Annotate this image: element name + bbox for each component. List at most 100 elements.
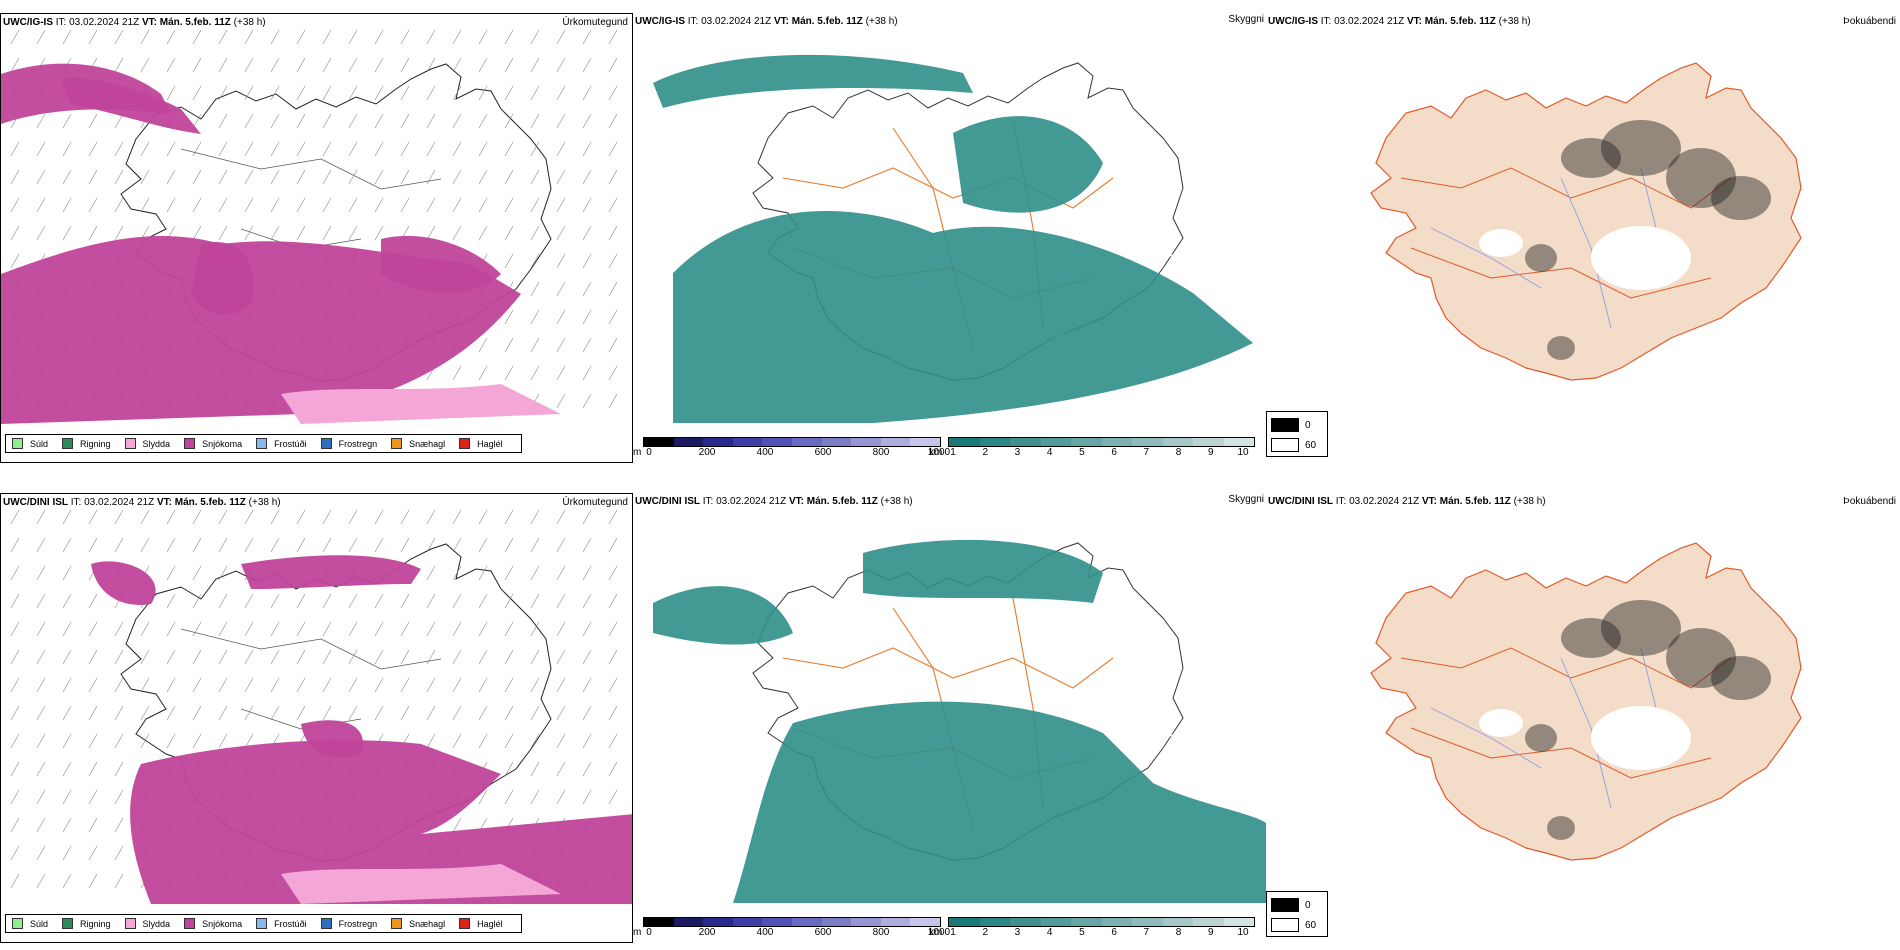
km-tick: 10 [1237,447,1249,458]
wind-barb [322,509,332,525]
wind-barb [608,593,618,609]
wind-barb [608,733,618,749]
sleet-area [281,384,561,424]
wind-barb [36,169,46,185]
vt-label: VT: [1421,496,1437,507]
km-tick: 6 [1111,927,1117,938]
wind-barb [192,733,202,749]
m-tick: 0 [646,447,652,458]
wind-barb [504,733,514,749]
wind-barb [478,621,488,637]
wind-barb [114,705,124,721]
it-value: 03.02.2024 21Z [701,16,772,27]
wind-barb [114,621,124,637]
model-name: UWC/DINI ISL [1268,496,1333,507]
m-tick: 1000 [927,927,951,938]
it-value: 03.02.2024 21Z [1334,16,1405,27]
wind-barb [166,565,176,581]
wind-barb [36,817,46,833]
wind-barb [322,85,332,101]
km-tick: 3 [1014,927,1021,938]
colorbar-m [643,917,941,927]
km-tick: 6 [1111,447,1117,458]
wind-barb [88,621,98,637]
wind-barb [608,565,618,581]
wind-barb [478,537,488,553]
wind-barb [530,197,540,213]
wind-barb [582,309,592,325]
visibility-point-label: 236 [1243,780,1258,790]
wind-barb [88,817,98,833]
wind-barb [114,789,124,805]
panel-label: Þokuábendi [1843,496,1896,507]
legend-label: Slydda [142,438,171,449]
visibility-point-label: 195 [1097,206,1112,216]
wind-barb [166,509,176,525]
km-tick: 4 [1046,447,1053,458]
wind-barb [426,225,436,241]
wind-barb [348,649,358,665]
fog-scale-bottom: 60 [1305,439,1317,451]
fog-index-area [1601,120,1681,176]
wind-barb [296,141,306,157]
wind-barb [322,537,332,553]
vt-value: Mán. 5.feb. 11Z [1439,496,1511,507]
wind-barb [478,733,488,749]
snow-area [1,235,521,424]
wind-barb [62,677,72,693]
wind-barb [478,29,488,45]
it-label: IT: [702,496,714,507]
wind-barb [608,57,618,73]
snow-area [191,242,254,315]
wind-barb [166,141,176,157]
wind-barb [400,509,410,525]
wind-barb [452,537,462,553]
km-tick: 9 [1207,447,1214,458]
wind-barb [270,141,280,157]
legend-item: Snæhagl [391,918,445,929]
panel-title: UWC/IG-IS IT: 03.02.2024 21Z VT: Mán. 5.… [635,16,898,27]
wind-barb [10,565,20,581]
wind-barb [140,537,150,553]
wind-barb [374,649,384,665]
wind-barb [88,141,98,157]
wind-barb [530,565,540,581]
wind-barb [296,225,306,241]
wind-barb [270,225,280,241]
wind-barb [504,309,514,325]
wind-barb [374,677,384,693]
wind-barb [556,141,566,157]
legend-swatch [124,438,136,449]
wind-barb [218,537,228,553]
wind-barb [530,365,540,381]
wind-barb [530,141,540,157]
visibility-point-label: 632 [1258,355,1266,365]
wind-barb [270,621,280,637]
km-tick: 2 [982,447,988,458]
legend-swatch [320,438,332,449]
wind-barb [62,845,72,861]
wind-barb [88,649,98,665]
panel-label: Úrkomutegund [562,17,628,28]
legend-label: Slydda [142,918,171,929]
wind-barb [166,85,176,101]
wind-barb [504,141,514,157]
wind-barb [166,197,176,213]
fog-map [1370,62,1802,381]
legend-label: Haglél [477,918,503,929]
m-tick: 400 [756,927,774,938]
wind-barb [62,817,72,833]
lead-time: (+38 h) [1513,496,1546,507]
wind-barb [504,593,514,609]
wind-barb [244,141,254,157]
wind-barb [400,649,410,665]
visibility-point-label: 384 [893,600,908,610]
wind-barb [88,197,98,213]
wind-barb [556,733,566,749]
visibility-point-label: 773 [1140,143,1155,153]
legend-label: Súld [30,438,49,449]
wind-barb [114,509,124,525]
wind-barb [452,29,462,45]
wind-barb [218,565,228,581]
wind-barb [582,85,592,101]
